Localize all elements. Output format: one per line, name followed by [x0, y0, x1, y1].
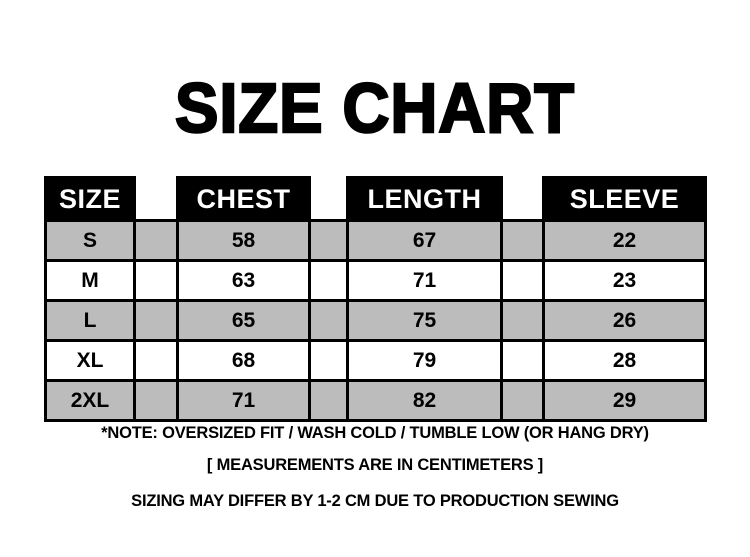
size-chart-table: SIZE CHEST LENGTH SLEEVE S 58 67 22 M	[44, 176, 707, 422]
chest-cell: 58	[176, 219, 311, 262]
table-row-xl: XL 68 79 28	[44, 339, 707, 382]
size-cell: 2XL	[44, 379, 136, 422]
row-spacer	[133, 339, 179, 382]
chest-cell: 71	[176, 379, 311, 422]
row-spacer	[133, 299, 179, 342]
chest-cell: 68	[176, 339, 311, 382]
sleeve-cell: 22	[542, 219, 707, 262]
row-spacer	[308, 259, 349, 302]
header-spacer	[135, 178, 178, 221]
col-header-chest: CHEST	[176, 176, 311, 222]
row-spacer	[500, 299, 545, 342]
chest-cell: 65	[176, 299, 311, 342]
sleeve-cell: 26	[542, 299, 707, 342]
length-cell: 82	[346, 379, 503, 422]
length-cell: 75	[346, 299, 503, 342]
length-cell: 79	[346, 339, 503, 382]
note-care: *NOTE: OVERSIZED FIT / WASH COLD / TUMBL…	[101, 424, 649, 442]
row-spacer	[308, 379, 349, 422]
row-spacer	[308, 299, 349, 342]
page-title: SIZE CHART	[174, 69, 575, 148]
row-spacer	[500, 219, 545, 262]
header-spacer	[310, 178, 348, 221]
size-cell: L	[44, 299, 136, 342]
row-spacer	[308, 339, 349, 382]
header-spacer	[502, 178, 544, 221]
row-spacer	[500, 259, 545, 302]
size-cell: M	[44, 259, 136, 302]
table-row-2xl: 2XL 71 82 29	[44, 379, 707, 422]
note-units: [ MEASUREMENTS ARE IN CENTIMETERS ]	[206, 456, 544, 474]
table-row-l: L 65 75 26	[44, 299, 707, 342]
length-cell: 71	[346, 259, 503, 302]
row-spacer	[133, 379, 179, 422]
size-cell: XL	[44, 339, 136, 382]
table-row-s: S 58 67 22	[44, 219, 707, 262]
col-header-length: LENGTH	[346, 176, 503, 222]
col-header-sleeve: SLEEVE	[542, 176, 707, 222]
note-tolerance: SIZING MAY DIFFER BY 1-2 CM DUE TO PRODU…	[131, 492, 619, 510]
sleeve-cell: 28	[542, 339, 707, 382]
col-header-size: SIZE	[44, 176, 136, 222]
row-spacer	[133, 259, 179, 302]
sleeve-cell: 23	[542, 259, 707, 302]
length-cell: 67	[346, 219, 503, 262]
row-spacer	[500, 379, 545, 422]
row-spacer	[308, 219, 349, 262]
sleeve-cell: 29	[542, 379, 707, 422]
table-row-m: M 63 71 23	[44, 259, 707, 302]
row-spacer	[133, 219, 179, 262]
size-cell: S	[44, 219, 136, 262]
row-spacer	[500, 339, 545, 382]
chest-cell: 63	[176, 259, 311, 302]
header-row: SIZE CHEST LENGTH SLEEVE	[44, 176, 707, 222]
